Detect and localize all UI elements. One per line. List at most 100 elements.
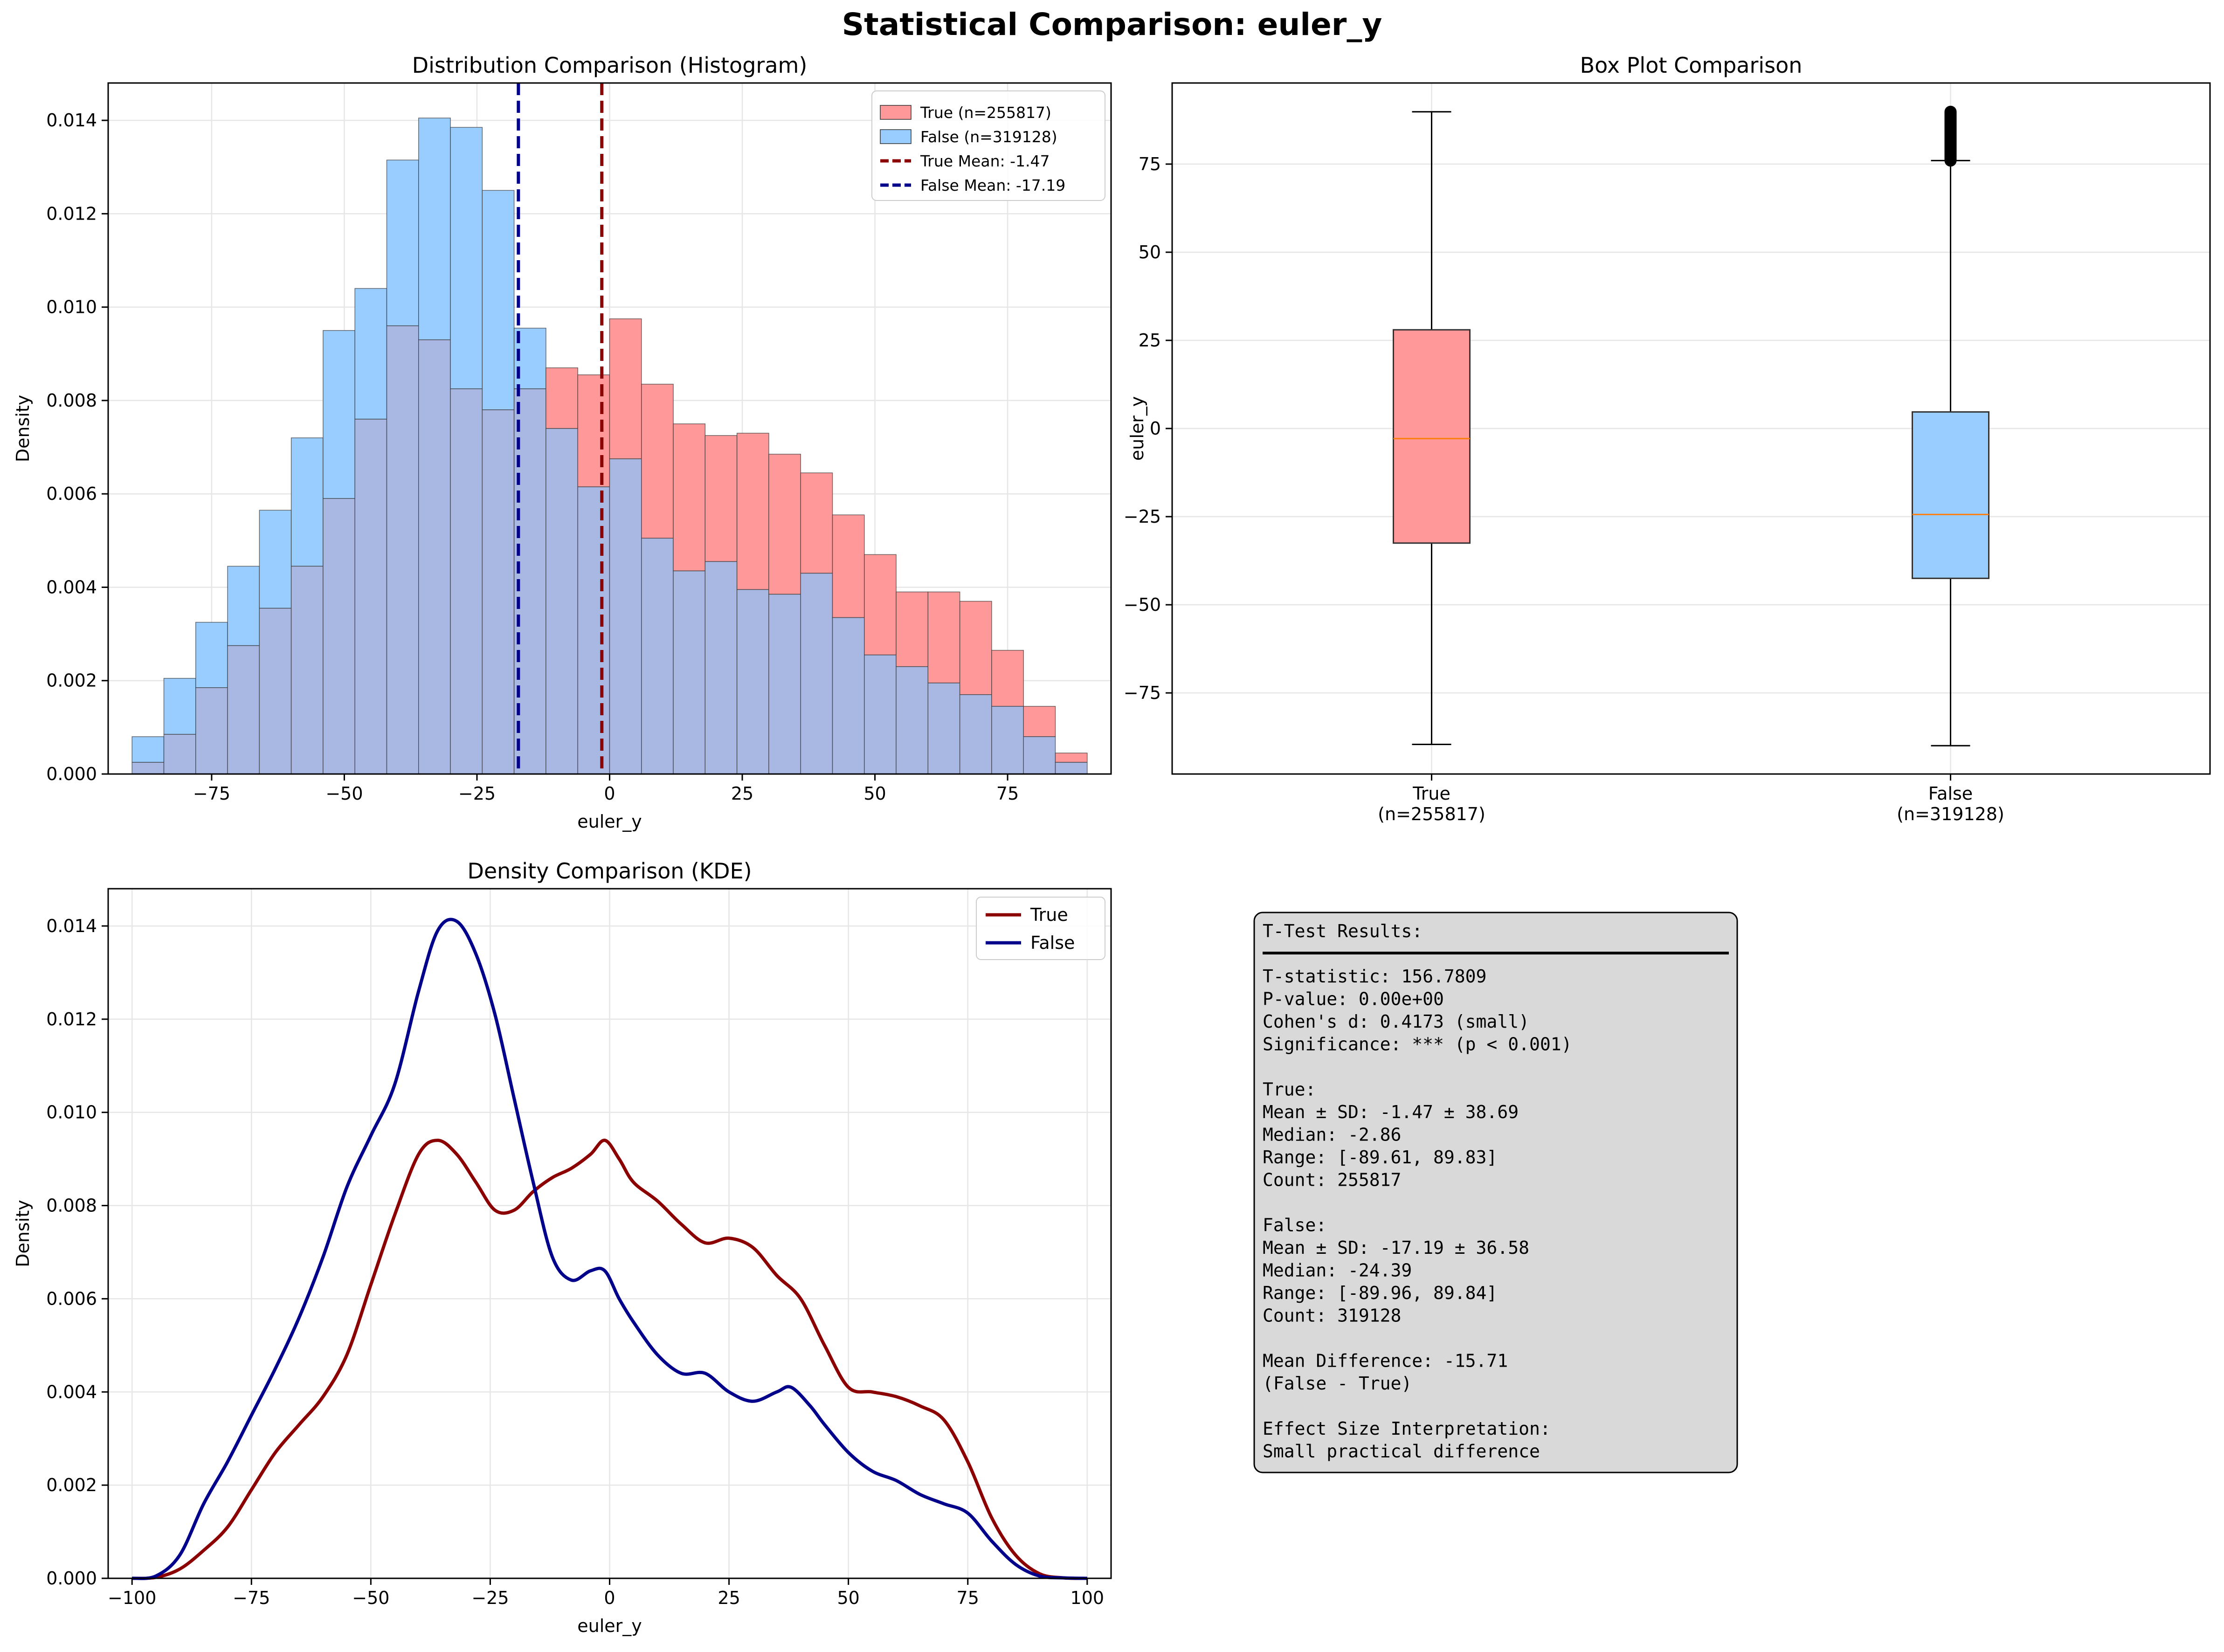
y-tick-label: 0.012 <box>46 1009 97 1030</box>
stats-line: Mean Difference: -15.71 <box>1263 1351 1508 1371</box>
kde-legend: True False <box>976 897 1105 960</box>
histogram-bar <box>482 190 515 410</box>
legend-swatch <box>880 129 912 144</box>
histogram-bar <box>195 622 228 688</box>
x-tick-label: 0 <box>604 783 615 804</box>
histogram-bar <box>259 608 292 774</box>
stats-line: Range: [-89.96, 89.84] <box>1263 1283 1497 1303</box>
histogram-bar <box>1055 753 1088 763</box>
histogram-bar <box>418 339 451 774</box>
stats-line: Range: [-89.61, 89.83] <box>1263 1147 1497 1168</box>
histogram-bar <box>386 325 419 774</box>
histogram-bar <box>768 594 801 774</box>
stats-line: Effect Size Interpretation: <box>1263 1418 1551 1439</box>
histogram-bar <box>195 687 228 774</box>
histogram-bar <box>546 367 578 429</box>
stats-line: T-statistic: 156.7809 <box>1263 966 1486 987</box>
x-tick-label-line: True <box>1412 783 1450 804</box>
x-tick-label: −50 <box>325 783 363 804</box>
stats-line: (False - True) <box>1263 1373 1412 1394</box>
x-tick-label: 75 <box>957 1588 979 1608</box>
stats-line: False: <box>1263 1215 1326 1236</box>
y-tick-label: 75 <box>1139 154 1161 174</box>
histogram-bar <box>673 423 706 572</box>
histogram-bar <box>832 514 865 618</box>
legend-label: False Mean: -17.19 <box>920 176 1065 194</box>
histogram-bar <box>227 645 260 774</box>
boxplot-title: Box Plot Comparison <box>1580 53 1803 78</box>
histogram-bar <box>577 486 610 774</box>
y-tick-label: 0.014 <box>46 916 97 936</box>
y-tick-label: 0.010 <box>46 297 97 318</box>
y-tick-label: 0 <box>1150 418 1161 439</box>
legend-label: False <box>1030 933 1075 953</box>
kde-y-label: Density <box>13 1200 33 1267</box>
stats-line: Count: 255817 <box>1263 1170 1401 1190</box>
box-true <box>1393 111 1471 746</box>
histogram-bar <box>864 654 897 774</box>
kde-title: Density Comparison (KDE) <box>467 858 752 884</box>
kde-line-true <box>132 1139 1087 1580</box>
stats-line: Significance: *** (p < 0.001) <box>1263 1034 1572 1055</box>
histogram-bar <box>800 573 833 774</box>
stats-box <box>1253 912 1738 1473</box>
histogram-bar <box>991 706 1024 774</box>
x-tick-label: −25 <box>471 1588 509 1608</box>
legend-swatch <box>880 105 912 120</box>
legend-label: True Mean: -1.47 <box>920 152 1050 170</box>
y-tick-label: −50 <box>1124 594 1161 615</box>
x-tick-label-line: (n=319128) <box>1897 804 2004 824</box>
histogram-bar <box>959 694 992 774</box>
histogram-bar <box>386 159 419 326</box>
histogram-x-label: euler_y <box>577 811 642 832</box>
x-tick-label-line: (n=255817) <box>1378 804 1485 824</box>
iqr-box <box>1393 329 1471 544</box>
stats-line: Mean ± SD: -1.47 ± 38.69 <box>1263 1102 1519 1122</box>
y-tick-label: 0.006 <box>46 1288 97 1309</box>
histogram-bar <box>227 566 260 646</box>
stats-line: True: <box>1263 1079 1316 1100</box>
histogram-bar <box>609 458 642 774</box>
histogram-bar <box>641 538 674 774</box>
histogram-bar <box>704 561 738 774</box>
box-false <box>1912 105 1989 747</box>
histogram-bar <box>959 601 992 695</box>
x-tick-label: −75 <box>193 783 230 804</box>
y-tick-label: 0.004 <box>46 1382 97 1402</box>
y-tick-label: 0.012 <box>46 203 97 224</box>
x-tick-label: 50 <box>837 1588 859 1608</box>
kde-panel: −100 −75 −50 −25 0 25 50 75 100 0.000 0.002 0.004 0.… <box>13 858 1112 1636</box>
histogram-legend: True (n=255817) False (n=319128) True Mean… <box>871 90 1105 201</box>
kde-x-label: euler_y <box>577 1616 642 1636</box>
y-tick-label: 0.008 <box>46 390 97 411</box>
histogram-bar <box>1023 706 1056 737</box>
y-tick-label: 0.000 <box>46 764 97 784</box>
histogram-bar <box>131 736 165 763</box>
x-tick-label: −100 <box>108 1588 156 1608</box>
x-tick-label: 25 <box>731 783 753 804</box>
legend-label: True <box>1030 905 1068 925</box>
stats-line: Mean ± SD: -17.19 ± 36.58 <box>1263 1237 1529 1258</box>
kde-line-false <box>131 918 1087 1580</box>
histogram-bar <box>704 435 738 562</box>
x-tick-label: 100 <box>1071 1588 1105 1608</box>
histogram-bar <box>736 433 769 590</box>
histogram-bar <box>450 127 483 389</box>
histogram-title: Distribution Comparison (Histogram) <box>412 53 808 78</box>
y-tick-label: −25 <box>1124 506 1161 527</box>
histogram-bar <box>736 589 769 774</box>
y-tick-label: 0.004 <box>46 577 97 597</box>
legend-box <box>871 90 1105 201</box>
histogram-bar <box>354 419 387 774</box>
histogram-bar <box>1023 736 1056 774</box>
x-tick-label: −75 <box>233 1588 270 1608</box>
histogram-y-label: Density <box>13 395 33 462</box>
histogram-bar <box>641 384 674 539</box>
histogram-bar <box>546 428 578 774</box>
y-tick-label: 0.008 <box>46 1196 97 1216</box>
stats-line: P-value: 0.00e+00 <box>1263 989 1444 1009</box>
y-tick-label: 0.000 <box>46 1568 97 1589</box>
x-tick-label-line: False <box>1928 783 1973 804</box>
histogram-bar <box>832 617 865 774</box>
stats-line: Median: -2.86 <box>1263 1125 1401 1145</box>
